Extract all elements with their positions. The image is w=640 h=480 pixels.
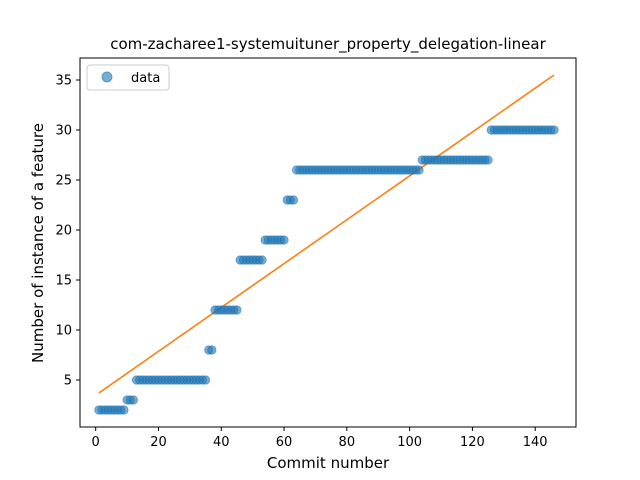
y-axis: 5 10 15 20 25 30 35 bbox=[55, 74, 80, 389]
data-point bbox=[549, 125, 559, 135]
data-point bbox=[414, 165, 424, 175]
data-point bbox=[279, 235, 289, 245]
data-point bbox=[483, 155, 493, 165]
x-tick-label: 40 bbox=[213, 435, 230, 450]
y-tick-label: 25 bbox=[55, 174, 72, 189]
data-point bbox=[288, 195, 299, 205]
legend-frame bbox=[86, 64, 170, 91]
x-axis: 0 20 40 60 80 100 120 140 bbox=[92, 427, 548, 450]
fit-line bbox=[98, 74, 555, 394]
legend-marker bbox=[101, 71, 113, 83]
data-point bbox=[232, 305, 242, 315]
y-axis-label: Number of instance of a feature bbox=[29, 123, 47, 363]
x-axis-label: Commit number bbox=[267, 454, 390, 472]
x-tick-label: 120 bbox=[460, 435, 485, 450]
x-tick-label: 60 bbox=[276, 435, 293, 450]
x-tick-label: 80 bbox=[339, 435, 356, 450]
data-point bbox=[200, 375, 211, 385]
chart-title: com-zacharee1-systemuituner_property_del… bbox=[110, 35, 546, 54]
x-tick-label: 100 bbox=[397, 435, 422, 450]
plot-area bbox=[79, 57, 577, 428]
x-tick-label: 140 bbox=[523, 435, 548, 450]
y-tick-label: 5 bbox=[64, 374, 72, 389]
fit-line-layer bbox=[98, 74, 555, 394]
y-tick-label: 35 bbox=[55, 74, 72, 89]
legend-entry-data: data bbox=[131, 71, 160, 86]
plot-frame bbox=[79, 57, 577, 428]
data-point bbox=[257, 255, 267, 265]
data-point bbox=[207, 345, 217, 355]
y-tick-label: 15 bbox=[55, 274, 72, 289]
y-tick-label: 30 bbox=[55, 124, 72, 139]
legend: data bbox=[86, 64, 170, 91]
y-tick-label: 20 bbox=[55, 224, 72, 239]
x-tick-label: 0 bbox=[92, 435, 100, 450]
x-tick-label: 20 bbox=[150, 435, 167, 450]
y-tick-label: 10 bbox=[55, 324, 72, 339]
data-points-layer bbox=[94, 125, 559, 415]
data-point bbox=[119, 405, 129, 415]
data-point bbox=[128, 395, 138, 405]
